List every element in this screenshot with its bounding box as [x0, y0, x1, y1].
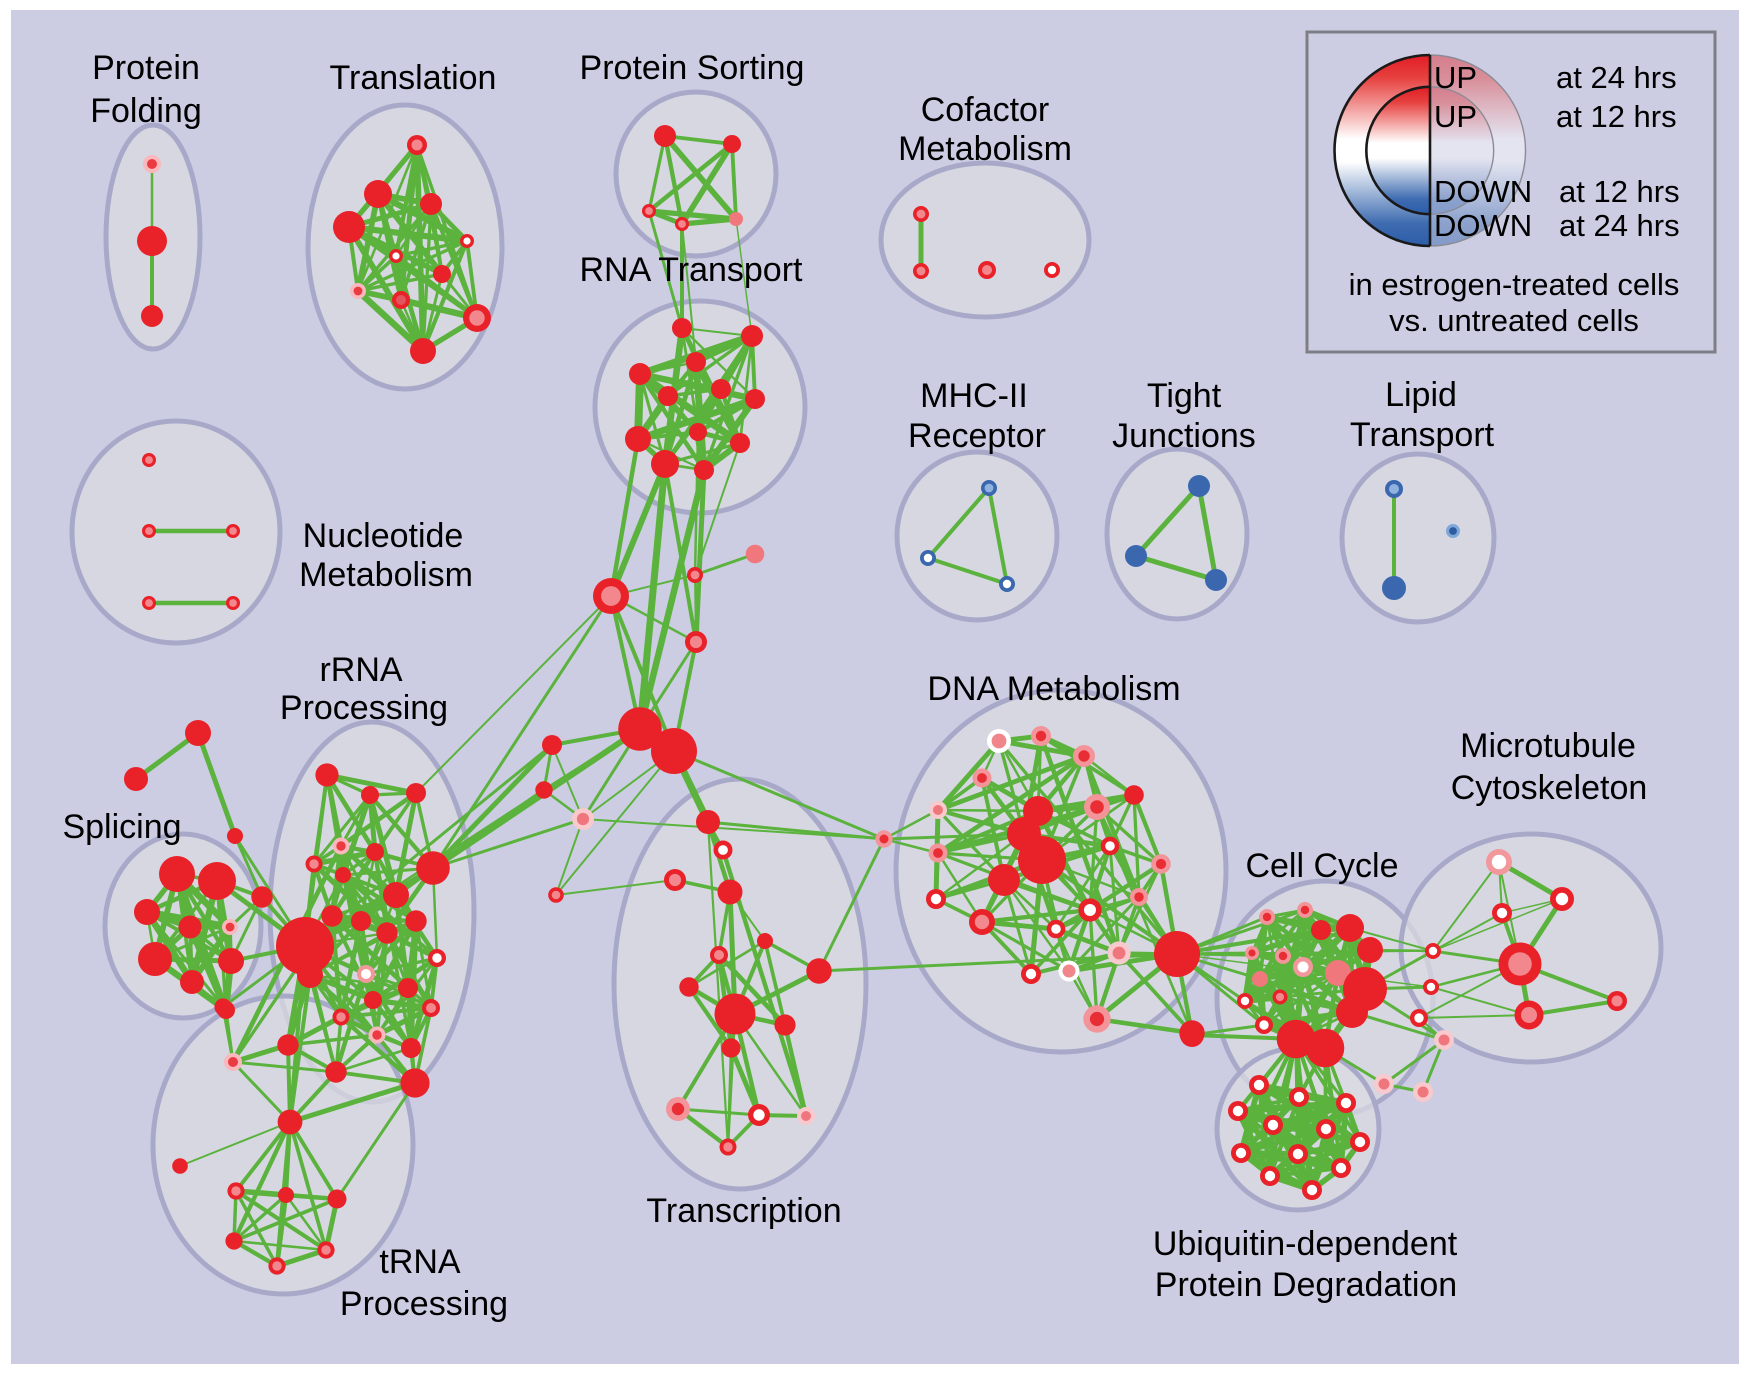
svg-text:rRNA: rRNA: [319, 651, 402, 689]
svg-text:at 12 hrs: at 12 hrs: [1559, 174, 1680, 209]
svg-text:tRNA: tRNA: [379, 1243, 461, 1281]
svg-text:Folding: Folding: [90, 92, 202, 130]
svg-text:Protein Degradation: Protein Degradation: [1155, 1266, 1457, 1304]
svg-text:MHC-II: MHC-II: [920, 377, 1028, 415]
svg-text:Metabolism: Metabolism: [299, 556, 473, 594]
svg-text:RNA Transport: RNA Transport: [580, 251, 804, 289]
svg-text:UP: UP: [1434, 60, 1477, 95]
svg-text:Cytoskeleton: Cytoskeleton: [1451, 769, 1648, 807]
svg-text:Metabolism: Metabolism: [898, 130, 1072, 168]
svg-text:DOWN: DOWN: [1434, 174, 1532, 209]
svg-text:Receptor: Receptor: [908, 417, 1046, 455]
svg-text:Cell Cycle: Cell Cycle: [1245, 847, 1398, 885]
svg-text:in estrogen-treated cells: in estrogen-treated cells: [1349, 267, 1680, 302]
svg-text:Protein: Protein: [92, 49, 200, 87]
svg-text:at 12 hrs: at 12 hrs: [1556, 99, 1677, 134]
svg-text:UP: UP: [1434, 99, 1477, 134]
svg-text:Ubiquitin-dependent: Ubiquitin-dependent: [1153, 1225, 1458, 1263]
svg-text:Processing: Processing: [340, 1285, 508, 1323]
svg-text:Processing: Processing: [280, 689, 448, 727]
svg-text:Nucleotide: Nucleotide: [303, 517, 464, 555]
svg-text:Cofactor: Cofactor: [921, 91, 1050, 129]
svg-text:Lipid: Lipid: [1385, 376, 1457, 414]
svg-text:Translation: Translation: [330, 59, 497, 97]
svg-text:DNA Metabolism: DNA Metabolism: [927, 670, 1180, 708]
svg-text:Transcription: Transcription: [646, 1192, 841, 1230]
svg-text:Splicing: Splicing: [62, 808, 181, 846]
svg-text:Tight: Tight: [1147, 377, 1222, 415]
svg-text:Junctions: Junctions: [1112, 417, 1256, 455]
svg-text:Microtubule: Microtubule: [1460, 727, 1636, 765]
svg-text:Protein Sorting: Protein Sorting: [580, 49, 805, 87]
svg-text:vs. untreated cells: vs. untreated cells: [1389, 303, 1639, 338]
svg-text:Transport: Transport: [1350, 416, 1495, 454]
svg-text:at 24 hrs: at 24 hrs: [1559, 208, 1680, 243]
svg-text:at 24 hrs: at 24 hrs: [1556, 60, 1677, 95]
svg-text:DOWN: DOWN: [1434, 208, 1532, 243]
